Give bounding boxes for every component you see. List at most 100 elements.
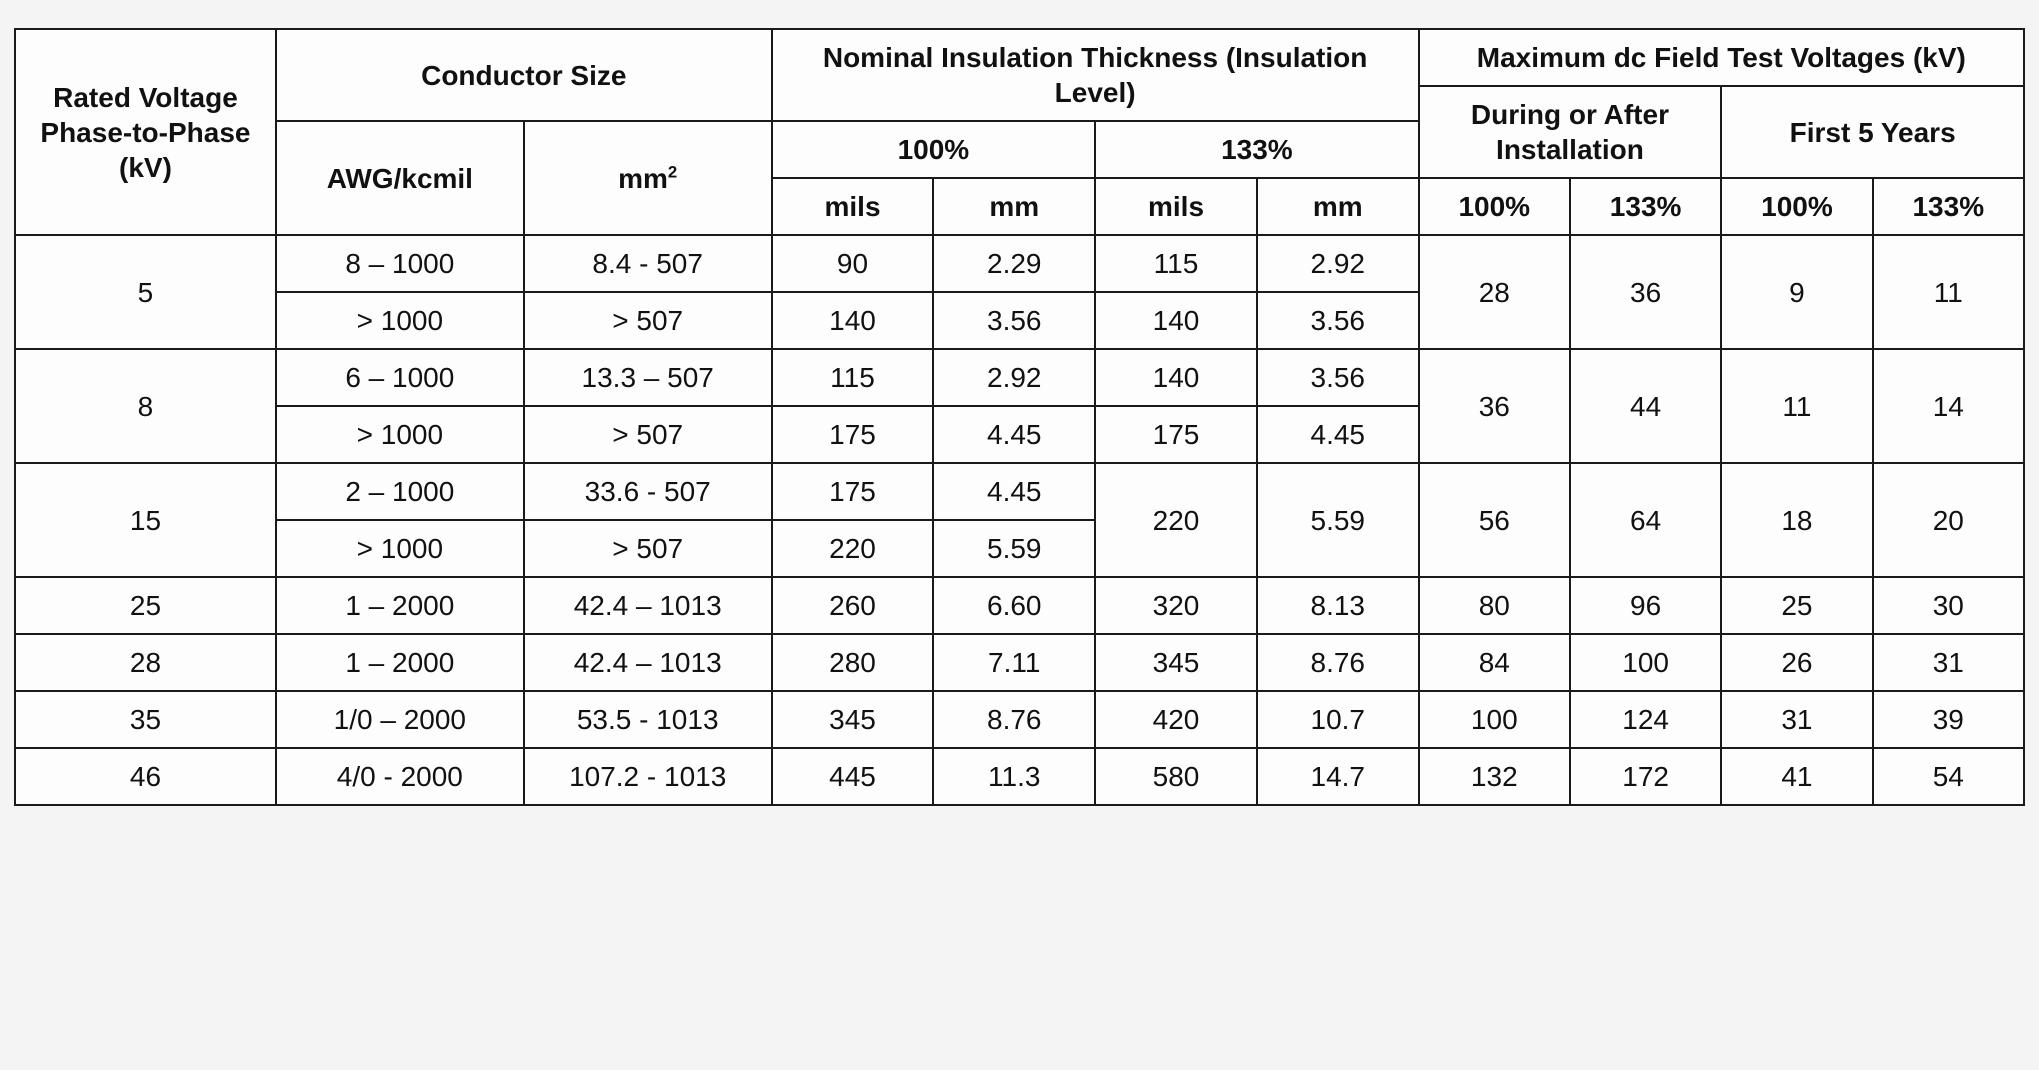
col-max-dc: Maximum dc Field Test Voltages (kV) xyxy=(1419,29,2024,86)
col-inst-100: 100% xyxy=(1419,178,1570,235)
cell-mm2: > 507 xyxy=(524,292,772,349)
table-header: Rated Voltage Phase-to-Phase (kV) Conduc… xyxy=(15,29,2024,235)
mm2-label-exp: 2 xyxy=(668,162,677,181)
cell-inst100: 80 xyxy=(1419,577,1570,634)
cell-mm2: 42.4 – 1013 xyxy=(524,634,772,691)
cell-mm2: > 507 xyxy=(524,520,772,577)
cell-y5-100: 41 xyxy=(1721,748,1872,805)
col-y5-133: 133% xyxy=(1873,178,2024,235)
cell-awg: > 1000 xyxy=(276,292,524,349)
cell-mm100: 4.45 xyxy=(933,463,1095,520)
cell-y5-133: 39 xyxy=(1873,691,2024,748)
cell-mils100: 445 xyxy=(772,748,934,805)
cell-awg: > 1000 xyxy=(276,406,524,463)
cell-mm100: 2.92 xyxy=(933,349,1095,406)
cell-inst133: 96 xyxy=(1570,577,1721,634)
col-mm2: mm2 xyxy=(524,121,772,235)
col-100-mm: mm xyxy=(933,178,1095,235)
cell-y5-133: 54 xyxy=(1873,748,2024,805)
cell-voltage: 25 xyxy=(15,577,276,634)
col-ins-133: 133% xyxy=(1095,121,1419,178)
cell-mils133: 320 xyxy=(1095,577,1257,634)
cell-mils133: 175 xyxy=(1095,406,1257,463)
cell-mm100: 2.29 xyxy=(933,235,1095,292)
cell-mils133: 220 xyxy=(1095,463,1257,577)
cell-mm2: > 507 xyxy=(524,406,772,463)
cell-voltage: 15 xyxy=(15,463,276,577)
cell-y5-100: 11 xyxy=(1721,349,1872,463)
col-first-5-years: First 5 Years xyxy=(1721,86,2024,178)
cell-awg: 1 – 2000 xyxy=(276,577,524,634)
table-body: 5 8 – 1000 8.4 - 507 90 2.29 115 2.92 28… xyxy=(15,235,2024,805)
cell-mm100: 4.45 xyxy=(933,406,1095,463)
cell-mm100: 11.3 xyxy=(933,748,1095,805)
table-row: 15 2 – 1000 33.6 - 507 175 4.45 220 5.59… xyxy=(15,463,2024,520)
cell-mm100: 8.76 xyxy=(933,691,1095,748)
table-row: 35 1/0 – 2000 53.5 - 1013 345 8.76 420 1… xyxy=(15,691,2024,748)
cell-voltage: 5 xyxy=(15,235,276,349)
cell-inst133: 100 xyxy=(1570,634,1721,691)
col-awg: AWG/kcmil xyxy=(276,121,524,235)
cell-voltage: 35 xyxy=(15,691,276,748)
cell-inst133: 36 xyxy=(1570,235,1721,349)
cell-mm133: 8.13 xyxy=(1257,577,1419,634)
mm2-label-text: mm xyxy=(618,163,668,194)
cell-inst133: 64 xyxy=(1570,463,1721,577)
cell-mm2: 8.4 - 507 xyxy=(524,235,772,292)
cell-y5-133: 31 xyxy=(1873,634,2024,691)
cell-mm2: 42.4 – 1013 xyxy=(524,577,772,634)
cell-mm2: 33.6 - 507 xyxy=(524,463,772,520)
cell-awg: 6 – 1000 xyxy=(276,349,524,406)
cell-inst100: 56 xyxy=(1419,463,1570,577)
cell-mils133: 420 xyxy=(1095,691,1257,748)
cell-y5-133: 30 xyxy=(1873,577,2024,634)
table-row: 25 1 – 2000 42.4 – 1013 260 6.60 320 8.1… xyxy=(15,577,2024,634)
cell-mils100: 115 xyxy=(772,349,934,406)
cell-mm133: 8.76 xyxy=(1257,634,1419,691)
table-row: 28 1 – 2000 42.4 – 1013 280 7.11 345 8.7… xyxy=(15,634,2024,691)
cell-mm133: 4.45 xyxy=(1257,406,1419,463)
cell-inst133: 172 xyxy=(1570,748,1721,805)
cell-mils100: 220 xyxy=(772,520,934,577)
cell-mm133: 5.59 xyxy=(1257,463,1419,577)
cell-inst133: 44 xyxy=(1570,349,1721,463)
cell-mm100: 7.11 xyxy=(933,634,1095,691)
cell-mils100: 280 xyxy=(772,634,934,691)
cell-inst100: 36 xyxy=(1419,349,1570,463)
col-ins-100: 100% xyxy=(772,121,1096,178)
cell-voltage: 46 xyxy=(15,748,276,805)
cell-y5-100: 18 xyxy=(1721,463,1872,577)
cell-inst100: 100 xyxy=(1419,691,1570,748)
col-y5-100: 100% xyxy=(1721,178,1872,235)
col-conductor-size: Conductor Size xyxy=(276,29,772,121)
col-133-mils: mils xyxy=(1095,178,1257,235)
cell-y5-100: 31 xyxy=(1721,691,1872,748)
col-during-install: During or After Installation xyxy=(1419,86,1722,178)
cell-mm133: 10.7 xyxy=(1257,691,1419,748)
cell-mils100: 140 xyxy=(772,292,934,349)
cell-inst100: 28 xyxy=(1419,235,1570,349)
table-row: 8 6 – 1000 13.3 – 507 115 2.92 140 3.56 … xyxy=(15,349,2024,406)
cell-voltage: 8 xyxy=(15,349,276,463)
cell-mils133: 345 xyxy=(1095,634,1257,691)
header-row: Rated Voltage Phase-to-Phase (kV) Conduc… xyxy=(15,29,2024,86)
cell-inst100: 132 xyxy=(1419,748,1570,805)
cell-mm100: 5.59 xyxy=(933,520,1095,577)
cell-mils133: 140 xyxy=(1095,292,1257,349)
col-inst-133: 133% xyxy=(1570,178,1721,235)
col-rated-voltage: Rated Voltage Phase-to-Phase (kV) xyxy=(15,29,276,235)
col-133-mm: mm xyxy=(1257,178,1419,235)
cell-mm2: 53.5 - 1013 xyxy=(524,691,772,748)
cell-mm133: 2.92 xyxy=(1257,235,1419,292)
cell-mils100: 260 xyxy=(772,577,934,634)
cell-awg: 1 – 2000 xyxy=(276,634,524,691)
col-100-mils: mils xyxy=(772,178,934,235)
cell-mils100: 345 xyxy=(772,691,934,748)
cell-inst100: 84 xyxy=(1419,634,1570,691)
cell-awg: > 1000 xyxy=(276,520,524,577)
cell-awg: 1/0 – 2000 xyxy=(276,691,524,748)
dc-field-test-voltages-table: Rated Voltage Phase-to-Phase (kV) Conduc… xyxy=(14,28,2025,806)
cell-y5-100: 26 xyxy=(1721,634,1872,691)
cell-awg: 2 – 1000 xyxy=(276,463,524,520)
cell-mils133: 115 xyxy=(1095,235,1257,292)
